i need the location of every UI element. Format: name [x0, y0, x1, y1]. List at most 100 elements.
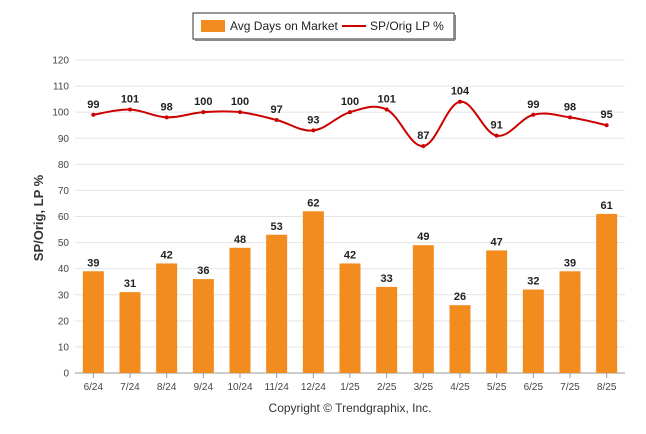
- bar-value-label: 53: [271, 221, 283, 233]
- y-tick-label: 40: [58, 264, 70, 275]
- y-tick-label: 10: [58, 342, 70, 353]
- line-point: [458, 99, 462, 104]
- bar: [82, 271, 104, 373]
- bar: [522, 289, 544, 373]
- bar: [192, 279, 214, 373]
- y-tick-label: 50: [58, 238, 70, 249]
- x-tick-label: 10/24: [227, 382, 252, 393]
- y-tick-label: 20: [58, 316, 70, 327]
- y-tick-label: 30: [58, 290, 70, 301]
- bar-value-label: 61: [601, 200, 613, 212]
- bar-series: [82, 211, 618, 373]
- line-point: [164, 115, 169, 120]
- line-value-label: 87: [417, 130, 429, 142]
- x-tick-label: 9/24: [194, 382, 214, 393]
- y-tick-label: 0: [63, 369, 69, 380]
- line-point: [531, 112, 536, 117]
- data-labels: 39 31 42 36 48 53 62 42 33 49 26 47 32 39 61 99 101 98 100…: [87, 86, 613, 303]
- line-value-label: 99: [87, 99, 99, 111]
- line-value-label: 98: [161, 101, 173, 113]
- x-tick-label: 8/24: [157, 382, 177, 393]
- y-tick-label: 100: [52, 108, 69, 119]
- x-tick-label: 12/24: [301, 382, 326, 393]
- bar: [229, 247, 251, 373]
- line-point: [348, 110, 352, 115]
- bar: [339, 263, 361, 373]
- copyright-text: Copyright © Trendgraphix, Inc.: [269, 401, 432, 415]
- bar: [559, 271, 581, 373]
- line-value-label: 99: [527, 99, 539, 111]
- bar: [156, 263, 178, 373]
- line-point: [91, 112, 96, 117]
- legend-line-label: SP/Orig LP %: [370, 19, 444, 33]
- bar: [119, 292, 141, 373]
- line-point: [201, 110, 206, 115]
- line-point: [128, 107, 132, 112]
- y-tick-label: 70: [58, 186, 70, 197]
- line-value-label: 91: [491, 120, 503, 132]
- bar-value-label: 36: [197, 265, 209, 277]
- bar-value-label: 26: [454, 291, 466, 303]
- bar-value-label: 33: [381, 273, 393, 285]
- line-value-label: 101: [377, 94, 395, 106]
- x-tick-label: 2/25: [377, 382, 397, 393]
- y-tick-label: 120: [52, 56, 69, 67]
- line-value-label: 97: [271, 104, 283, 116]
- x-tick-label: 8/25: [597, 382, 617, 393]
- bar-value-label: 42: [344, 249, 356, 261]
- line-point: [311, 128, 316, 133]
- bar-value-label: 48: [234, 234, 246, 246]
- line-value-label: 93: [307, 114, 319, 126]
- line-point: [384, 107, 389, 112]
- x-tick-label: 6/25: [524, 382, 544, 393]
- line-point: [604, 123, 609, 128]
- x-tick-label: 6/24: [84, 382, 104, 393]
- bar: [449, 305, 471, 373]
- bar: [376, 286, 398, 373]
- bar-value-label: 39: [87, 257, 99, 269]
- bar-value-label: 62: [307, 197, 319, 209]
- x-tick-label: 7/24: [120, 382, 140, 393]
- x-tick-label: 7/25: [560, 382, 580, 393]
- y-tick-label: 90: [58, 134, 70, 145]
- bar-value-label: 31: [124, 278, 136, 290]
- bar: [596, 213, 618, 373]
- line-value-label: 100: [194, 96, 212, 108]
- line-point: [421, 144, 426, 149]
- legend: Avg Days on Market SP/Orig LP %: [192, 12, 456, 41]
- y-tick-label: 110: [53, 82, 69, 93]
- bar: [412, 245, 434, 373]
- x-tick-label: 4/25: [450, 382, 470, 393]
- legend-box: [192, 12, 455, 40]
- legend-bar-label: Avg Days on Market: [230, 19, 338, 33]
- line-value-label: 101: [121, 94, 139, 106]
- bar-value-label: 39: [564, 257, 576, 269]
- x-tick-label: 3/25: [414, 382, 434, 393]
- x-tick-label: 11/24: [265, 382, 290, 393]
- y-tick-label: 80: [58, 160, 70, 171]
- bar-value-label: 49: [417, 231, 429, 243]
- y-axis-title: SP/Orig, LP %: [31, 174, 46, 261]
- bar-value-label: 42: [161, 249, 173, 261]
- line-point: [494, 133, 499, 138]
- line-value-label: 100: [341, 96, 359, 108]
- line-value-label: 98: [564, 101, 576, 113]
- y-tick-label: 60: [58, 212, 70, 223]
- line-value-label: 100: [231, 96, 249, 108]
- line-value-label: 104: [451, 86, 470, 98]
- bar: [486, 250, 508, 373]
- legend-bar-swatch: [201, 20, 225, 32]
- x-tick-label: 1/25: [340, 382, 360, 393]
- bar-value-label: 47: [491, 236, 503, 248]
- line-series: [91, 99, 609, 149]
- bar-value-label: 32: [527, 276, 539, 288]
- line-point: [274, 117, 279, 122]
- axes: 0 10 20 30 40 50 60 70 80 90 100 110 120 6/24 7/24 8/24…: [52, 56, 617, 394]
- line-point: [238, 110, 242, 115]
- bar: [302, 211, 324, 373]
- bar: [266, 234, 288, 373]
- line-point: [568, 115, 572, 120]
- x-tick-label: 5/25: [487, 382, 507, 393]
